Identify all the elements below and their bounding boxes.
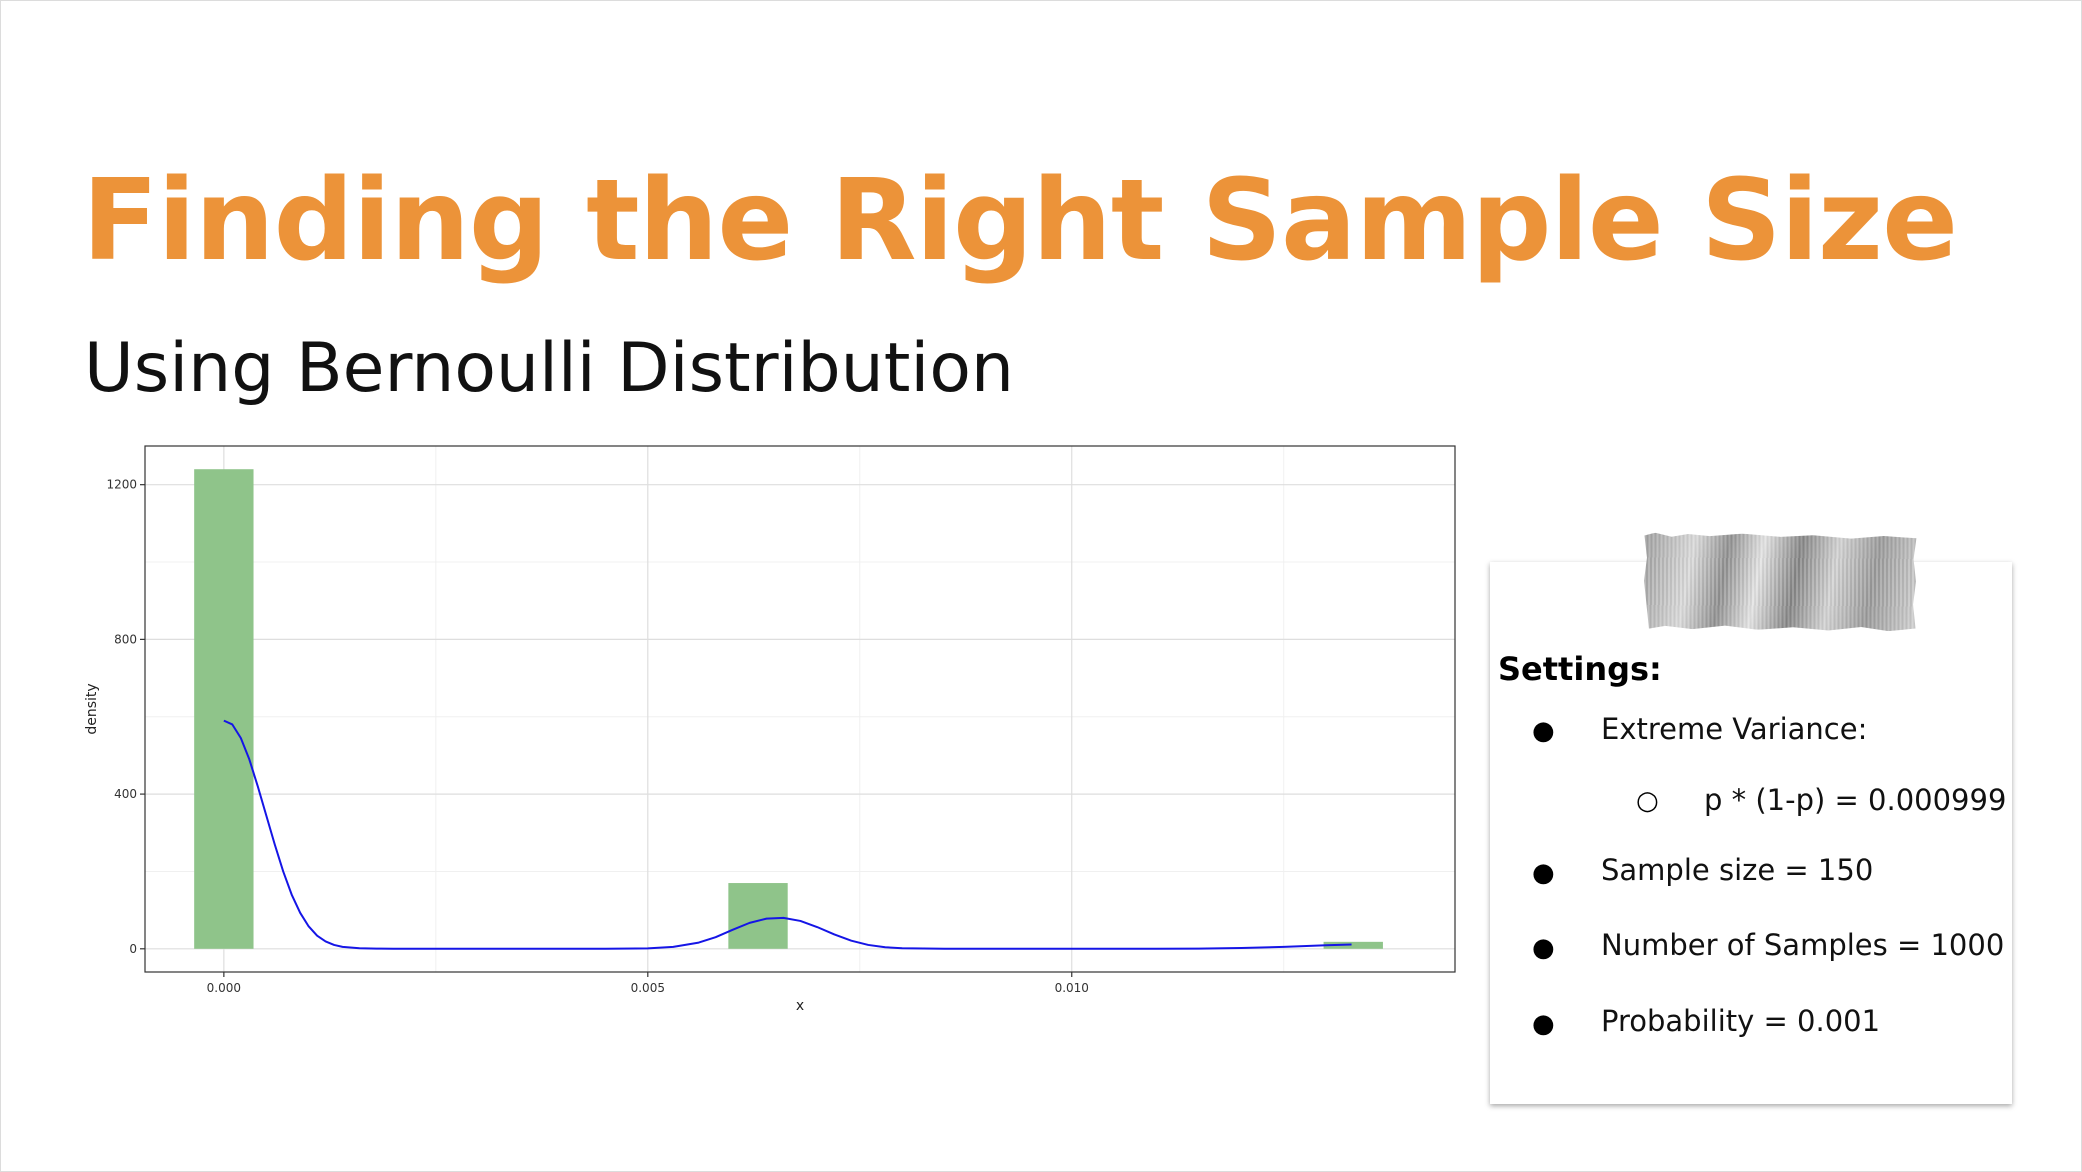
y-tick-label: 400	[114, 787, 137, 801]
histogram-bar-0	[194, 469, 254, 949]
y-tick-label: 800	[114, 632, 137, 646]
settings-item-variance-formula: p * (1-p) = 0.000999	[1704, 783, 2007, 817]
tape-image	[1644, 533, 1917, 632]
y-tick-label: 1200	[106, 478, 137, 492]
settings-item-variance: Extreme Variance:	[1601, 712, 1868, 746]
x-axis-label: x	[796, 998, 804, 1014]
settings-heading: Settings:	[1498, 650, 1662, 688]
x-tick-label: 0.005	[631, 981, 665, 995]
bullet-dot-icon: ●	[1532, 858, 1555, 888]
slide-subtitle: Using Bernoulli Distribution	[84, 329, 1015, 408]
bars-layer	[194, 469, 1383, 949]
histogram-bar-2	[1323, 941, 1383, 949]
grid-layer	[145, 446, 1455, 972]
settings-card	[1490, 562, 2012, 1104]
settings-item-probability: Probability = 0.001	[1601, 1004, 1881, 1038]
settings-item-sample-size: Sample size = 150	[1601, 853, 1874, 887]
density-curve-line	[223, 719, 1352, 950]
x-tick-label: 0.010	[1055, 981, 1089, 995]
ticks-layer: 0.000 0.005 0.010 0 400 800 1200	[106, 478, 1088, 995]
y-tick-label: 0	[129, 942, 137, 956]
bullet-circle-icon: ○	[1636, 786, 1659, 816]
bullet-dot-icon: ●	[1532, 716, 1555, 746]
bullet-dot-icon: ●	[1532, 933, 1555, 963]
chart-svg: 0.000 0.005 0.010 0 400 800 1200 x density	[84, 445, 1456, 1014]
settings-item-number-of-samples: Number of Samples = 1000	[1601, 928, 2005, 962]
slide-title: Finding the Right Sample Size	[82, 156, 1958, 286]
density-chart: 0.000 0.005 0.010 0 400 800 1200 x density	[80, 440, 1470, 1020]
bullet-dot-icon: ●	[1532, 1009, 1555, 1039]
curve-layer	[223, 719, 1352, 950]
histogram-bar-1	[728, 883, 788, 949]
y-axis-label: density	[84, 683, 100, 734]
plot-frame	[144, 445, 1456, 973]
x-tick-label: 0.000	[207, 981, 241, 995]
